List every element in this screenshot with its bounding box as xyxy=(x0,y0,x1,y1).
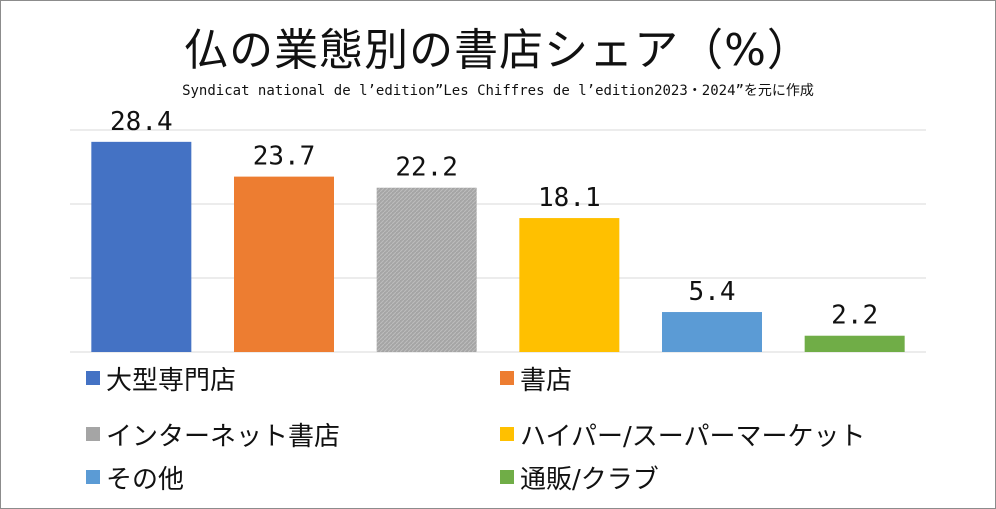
legend-label: ハイパー/スーパーマーケット xyxy=(520,421,866,452)
data-label: 28.4 xyxy=(110,107,173,137)
chart-subtitle: Syndicat national de l’edition”Les Chiff… xyxy=(182,83,814,99)
data-label: 23.7 xyxy=(253,142,316,172)
legend-swatch xyxy=(86,371,100,385)
bar-5 xyxy=(662,312,762,352)
bar-1 xyxy=(91,141,192,352)
chart-title: 仏の業態別の書店シェア（%） xyxy=(184,25,812,76)
data-label: 18.1 xyxy=(538,183,601,213)
legend-item: その他 xyxy=(86,462,184,495)
legend-label: 大型専門店 xyxy=(106,365,237,396)
bar-2 xyxy=(234,176,334,352)
legend-label: 通販/クラブ xyxy=(520,464,659,495)
legend-label: インターネット書店 xyxy=(106,421,341,452)
legend-item: インターネット書店 xyxy=(86,419,340,452)
legend-swatch xyxy=(500,427,514,441)
legend-item: ハイパー/スーパーマーケット xyxy=(500,419,865,452)
bar-4 xyxy=(519,218,620,352)
legend-item: 通販/クラブ xyxy=(500,462,659,495)
legend-item: 大型専門店 xyxy=(86,363,236,396)
bar-3 xyxy=(376,187,477,352)
data-label: 5.4 xyxy=(689,277,736,307)
data-label: 2.2 xyxy=(831,301,878,331)
legend-swatch xyxy=(500,371,514,385)
data-label: 22.2 xyxy=(395,153,458,183)
legend-swatch xyxy=(500,470,514,484)
legend-item: 書店 xyxy=(500,363,572,396)
legend-label: 書店 xyxy=(520,365,573,396)
bar-6 xyxy=(804,335,905,352)
legend-swatch xyxy=(86,427,100,441)
legend-label: その他 xyxy=(106,464,185,495)
legend-swatch xyxy=(86,470,100,484)
